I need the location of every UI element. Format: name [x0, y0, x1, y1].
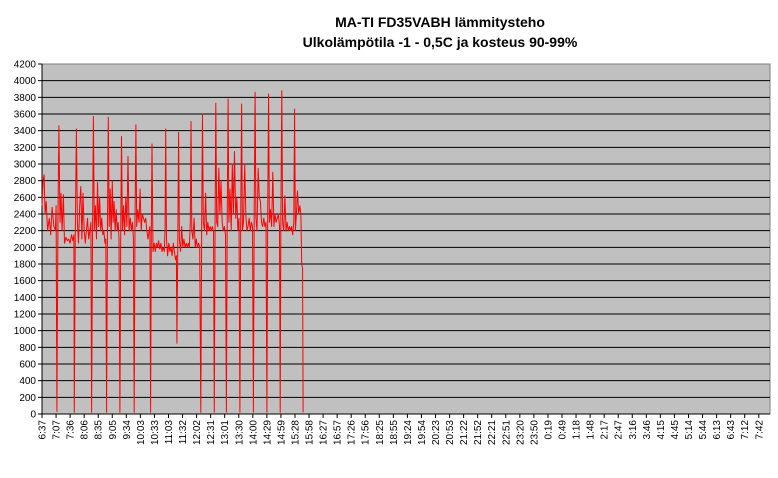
- xtick-label: 2:47: [614, 420, 625, 440]
- xtick-label: 11:03: [164, 420, 175, 445]
- ytick-label: 200: [19, 393, 36, 404]
- xtick-label: 8:35: [94, 420, 105, 440]
- chart-subtitle: Ulkolämpötila -1 - 0,5C ja kosteus 90-99…: [302, 34, 578, 50]
- ytick-label: 3400: [14, 126, 37, 137]
- ytick-label: 2200: [14, 226, 37, 237]
- xtick-label: 15:58: [305, 420, 316, 445]
- xtick-label: 15:28: [290, 420, 301, 445]
- ytick-label: 2000: [14, 243, 37, 254]
- xtick-label: 14:00: [248, 420, 259, 445]
- xtick-label: 14:29: [262, 420, 273, 445]
- xtick-label: 11:32: [178, 420, 189, 445]
- chart-title: MA-TI FD35VABH lämmitysteho: [335, 14, 545, 30]
- plot-area: [41, 63, 771, 415]
- xtick-label: 19:24: [403, 420, 414, 445]
- xtick-label: 6:13: [712, 420, 723, 440]
- xtick-label: 13:01: [220, 420, 231, 445]
- xtick-label: 8:06: [80, 420, 91, 440]
- ytick-label: 4200: [14, 60, 37, 71]
- xtick-label: 9:34: [122, 420, 133, 440]
- ytick-label: 2800: [14, 176, 37, 187]
- xtick-label: 4:45: [670, 420, 681, 440]
- xtick-label: 23:50: [529, 420, 540, 445]
- xtick-label: 10:33: [150, 420, 161, 445]
- ytick-label: 400: [19, 376, 36, 387]
- ytick-label: 0: [30, 410, 36, 421]
- xtick-label: 17:56: [361, 420, 372, 445]
- ytick-label: 3800: [14, 93, 37, 104]
- xtick-label: 13:30: [234, 420, 245, 445]
- ytick-label: 3200: [14, 143, 37, 154]
- xtick-label: 16:27: [319, 420, 330, 445]
- ytick-label: 2400: [14, 210, 37, 221]
- ytick-label: 2600: [14, 193, 37, 204]
- xtick-label: 7:12: [740, 420, 751, 440]
- ytick-label: 1200: [14, 310, 37, 321]
- xtick-label: 5:14: [684, 420, 695, 440]
- xtick-label: 17:26: [347, 420, 358, 445]
- xtick-label: 6:43: [726, 420, 737, 440]
- xtick-label: 18:55: [389, 420, 400, 445]
- ytick-label: 600: [19, 360, 36, 371]
- xtick-label: 18:25: [375, 420, 386, 445]
- xtick-label: 16:57: [333, 420, 344, 445]
- xtick-label: 14:59: [276, 420, 287, 445]
- xtick-label: 1:48: [586, 420, 597, 440]
- xtick-label: 12:02: [192, 420, 203, 445]
- xtick-label: 6:37: [38, 420, 49, 440]
- xtick-label: 3:46: [642, 420, 653, 440]
- xtick-label: 7:42: [754, 420, 765, 440]
- ytick-label: 4000: [14, 76, 37, 87]
- xtick-label: 20:23: [431, 420, 442, 445]
- xtick-label: 22:51: [501, 420, 512, 445]
- xtick-label: 0:19: [543, 420, 554, 440]
- xtick-label: 10:03: [136, 420, 147, 445]
- xtick-label: 20:53: [445, 420, 456, 445]
- ytick-label: 1800: [14, 260, 37, 271]
- xtick-label: 22:21: [487, 420, 498, 445]
- xtick-label: 9:05: [108, 420, 119, 440]
- ytick-label: 1400: [14, 293, 37, 304]
- xtick-label: 21:22: [459, 420, 470, 445]
- ytick-label: 3000: [14, 160, 37, 171]
- xtick-label: 4:15: [656, 420, 667, 440]
- xtick-label: 7:07: [52, 420, 63, 440]
- xtick-label: 2:17: [600, 420, 611, 440]
- ytick-label: 3600: [14, 110, 37, 121]
- ytick-label: 1000: [14, 326, 37, 337]
- xtick-label: 0:49: [558, 420, 569, 440]
- xtick-label: 7:36: [66, 420, 77, 440]
- ytick-label: 1600: [14, 276, 37, 287]
- xtick-label: 23:20: [515, 420, 526, 445]
- ytick-label: 800: [19, 343, 36, 354]
- xtick-label: 1:18: [572, 420, 583, 440]
- series-line: [41, 90, 304, 413]
- xtick-label: 3:16: [628, 420, 639, 440]
- xtick-label: 5:44: [698, 420, 709, 440]
- xtick-label: 19:54: [417, 420, 428, 445]
- xtick-label: 12:31: [206, 420, 217, 445]
- xtick-label: 21:52: [473, 420, 484, 445]
